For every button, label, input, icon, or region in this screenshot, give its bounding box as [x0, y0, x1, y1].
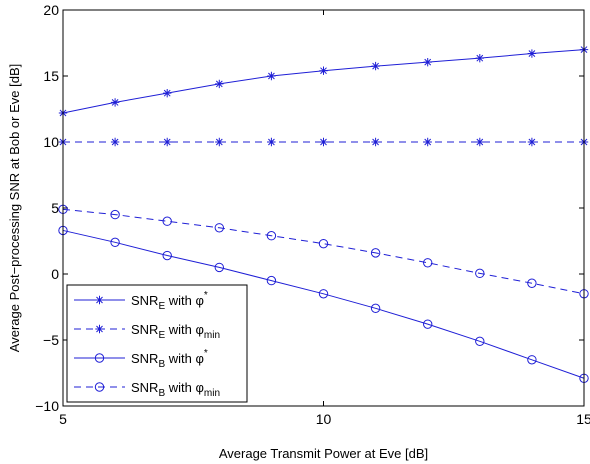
legend-item: SNRB with φ*	[74, 348, 208, 370]
legend-label: SNRE with φmin	[131, 322, 220, 341]
data-point-circle	[527, 355, 537, 365]
data-point-star	[267, 137, 276, 147]
data-point-star	[527, 49, 537, 58]
x-axis-label: Average Transmit Power at Eve [dB]	[219, 446, 428, 461]
series-line	[62, 229, 585, 379]
data-point-star	[95, 324, 104, 334]
data-point-circle	[162, 216, 172, 226]
legend-item: SNRE with φmin	[74, 322, 220, 341]
data-point-circle	[318, 289, 329, 299]
data-point-star	[319, 137, 328, 147]
data-point-star	[267, 71, 276, 81]
y-tick-label: 20	[43, 2, 59, 18]
y-tick-label: 5	[51, 200, 59, 216]
legend-item: SNRB with φmin	[74, 380, 220, 399]
data-point-circle	[423, 258, 433, 268]
data-point-star	[163, 137, 172, 147]
x-tick-label: 5	[59, 411, 67, 427]
data-point-star	[319, 66, 328, 75]
data-point-circle	[266, 275, 277, 286]
data-point-circle	[266, 231, 277, 241]
data-point-star	[527, 137, 537, 147]
data-point-circle	[423, 319, 433, 329]
data-point-circle	[370, 248, 381, 258]
series-2	[58, 137, 589, 147]
data-point-star	[423, 57, 432, 67]
legend-item: SNRE with φ*	[74, 290, 208, 312]
legend-label: SNRB with φ*	[131, 348, 208, 370]
data-point-star	[163, 88, 172, 98]
data-point-circle	[162, 250, 172, 261]
data-point-circle	[527, 278, 537, 288]
y-tick-label: 0	[51, 266, 59, 282]
legend-box	[66, 284, 248, 403]
plot-frame	[62, 9, 585, 407]
x-tick-label: 15	[576, 411, 590, 427]
data-point-circle	[370, 303, 381, 314]
y-axis-label: Average Post−processing SNR at Bob or Ev…	[7, 64, 22, 352]
data-point-circle	[318, 238, 329, 249]
series-line	[62, 208, 585, 295]
data-point-star	[95, 295, 104, 305]
y-tick-label: 10	[43, 134, 59, 150]
data-point-star	[110, 98, 120, 107]
data-point-star	[475, 53, 484, 63]
data-point-star	[371, 137, 380, 147]
data-point-star	[110, 137, 120, 147]
series-layer	[58, 45, 589, 383]
data-point-circle	[475, 268, 485, 279]
y-tick-label: 15	[43, 68, 59, 84]
legend-label: SNRE with φ*	[131, 290, 208, 312]
data-point-circle	[214, 223, 225, 233]
legend: SNRE with φ* SNRE with φmin SNRB with φ* SN…	[66, 284, 248, 403]
data-point-star	[371, 61, 380, 71]
y-tick-label: −5	[43, 332, 59, 348]
y-tick-label: −10	[35, 398, 59, 414]
data-point-star	[475, 137, 484, 147]
data-point-circle	[110, 237, 120, 248]
tick-labels: 5 10 15 −10 −5 0 5 10 15 20	[35, 2, 590, 427]
data-point-circle	[110, 209, 120, 220]
data-point-star	[215, 137, 224, 147]
x-tick-label: 10	[316, 411, 332, 427]
data-point-star	[215, 79, 224, 89]
data-point-star	[423, 137, 432, 147]
data-point-circle	[475, 336, 485, 347]
data-point-circle	[94, 353, 105, 363]
data-point-circle	[94, 382, 105, 392]
data-point-circle	[214, 262, 225, 273]
legend-label: SNRB with φmin	[131, 380, 220, 399]
